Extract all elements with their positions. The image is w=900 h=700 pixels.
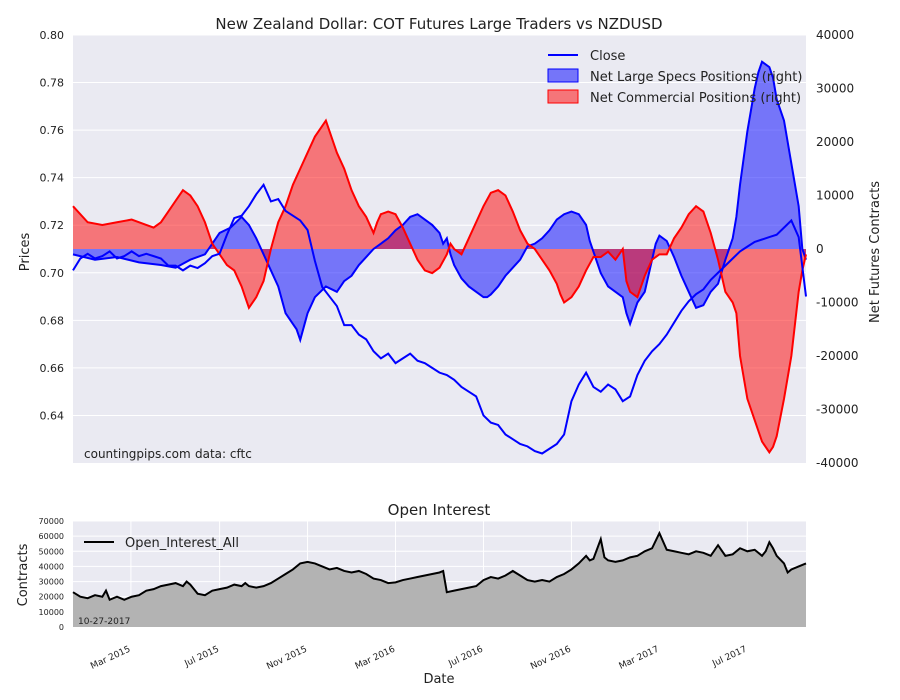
main-left-y-label: Prices [18,233,33,272]
main-left-tick-label: 0.70 [40,267,65,280]
oi-x-tick-label: Jul 2016 [446,645,485,670]
close-line [72,182,807,455]
oi-tick-label: 30000 [39,578,64,587]
open-interest-chart: 0 10000 20000 30000 40000 50000 60000 70000 Mar… [16,501,807,687]
main-right-tick-label: -40000 [816,456,859,470]
oi-tick-label: 10000 [39,608,64,617]
oi-x-tick-label: Nov 2016 [529,645,573,672]
main-gridlines [73,34,806,416]
oi-tick-label: 40000 [39,562,64,571]
main-left-tick-label: 0.64 [40,409,65,422]
oi-x-axis: Mar 2015 Jul 2015 Nov 2015 Mar 2016 Jul 2016… [89,645,748,672]
legend-label: Close [590,49,625,64]
main-left-tick-label: 0.78 [40,77,65,90]
main-left-tick-label: 0.68 [40,314,65,327]
oi-plot-area [72,530,807,627]
specs-area [73,61,806,340]
main-right-tick-label: 0 [816,242,824,256]
main-right-tick-label: -20000 [816,349,859,363]
oi-y-axis: 0 10000 20000 30000 40000 50000 60000 70000 [39,517,64,632]
main-left-tick-label: 0.72 [40,219,65,232]
main-legend: Close Net Large Specs Positions (right) Ne… [547,49,802,106]
main-left-tick-label: 0.80 [40,29,65,42]
legend-swatch [547,68,579,83]
oi-tick-label: 70000 [39,517,64,526]
legend-swatch [547,89,579,104]
oi-x-label: Date [423,672,454,687]
oi-area [73,533,806,627]
commercial-line [72,118,807,455]
main-right-tick-label: -10000 [816,296,859,310]
source-text: data: cftc [195,447,252,461]
specs-line [72,60,807,344]
main-left-tick-label: 0.66 [40,362,65,375]
watermark-text: countingpips.com [84,447,191,461]
legend-label: Net Large Specs Positions (right) [590,70,802,85]
oi-x-tick-label: Jul 2015 [183,645,221,670]
oi-line [72,530,807,602]
main-chart-title: New Zealand Dollar: COT Futures Large Tr… [215,15,662,33]
main-right-tick-label: 30000 [816,82,854,96]
main-right-y-label: Net Futures Contracts [868,181,883,323]
oi-x-tick-label: Mar 2017 [618,645,661,672]
main-right-tick-label: 20000 [816,135,854,149]
main-right-tick-label: 10000 [816,189,854,203]
oi-x-tick-label: Mar 2015 [89,645,132,672]
oi-tick-label: 50000 [39,547,64,556]
main-right-tick-label: 40000 [816,28,854,42]
oi-tick-label: 20000 [39,593,64,602]
main-right-y-axis: -40000 -30000 -20000 -10000 0 10000 20000 30000… [816,28,859,470]
main-right-tick-label: -30000 [816,403,859,417]
oi-x-tick-label: Nov 2015 [265,645,309,672]
oi-x-tick-label: Mar 2016 [354,645,397,672]
oi-date-note: 10-27-2017 [78,617,130,627]
main-left-y-axis: 0.64 0.66 0.68 0.70 0.72 0.74 0.76 0.78 0.80 [40,29,65,422]
legend-label: Net Commercial Positions (right) [590,91,801,106]
oi-y-label: Contracts [16,543,31,606]
main-left-tick-label: 0.76 [40,124,65,137]
main-chart: 0.64 0.66 0.68 0.70 0.72 0.74 0.76 0.78 0.80 -40… [18,15,883,470]
main-left-tick-label: 0.74 [40,172,65,185]
oi-x-tick-label: Jul 2017 [710,645,748,670]
main-plot-area [72,60,807,455]
oi-chart-title: Open Interest [388,501,491,519]
oi-legend: Open_Interest_All [84,536,239,551]
oi-legend-label: Open_Interest_All [125,536,239,551]
oi-tick-label: 0 [59,623,64,632]
oi-tick-label: 60000 [39,532,64,541]
